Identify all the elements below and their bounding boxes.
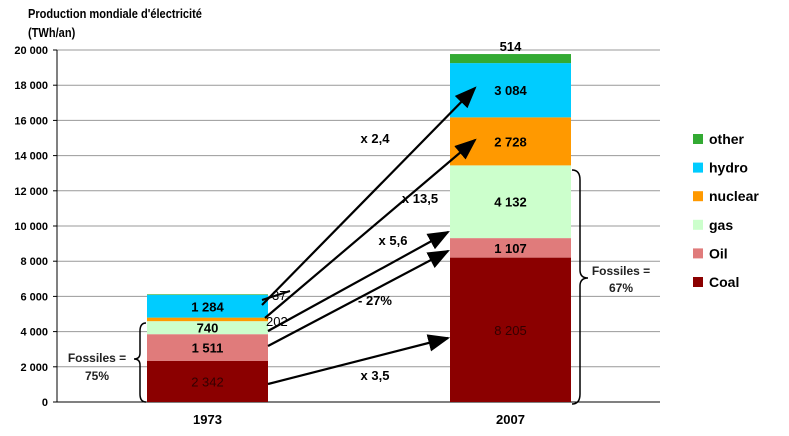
bar-segment-gas (147, 321, 268, 335)
y-tick-label: 2 000 (20, 362, 48, 374)
data-label: 8 205 (494, 323, 527, 338)
legend-label-coal: Coal (709, 274, 739, 290)
bar-segment-hydro (147, 295, 268, 318)
bar-segment-oil (147, 334, 268, 361)
x-tick-label: 2007 (496, 412, 525, 427)
y-axis-unit: (TWh/an) (28, 25, 76, 40)
bar-segment-other (147, 294, 268, 296)
y-tick-label: 6 000 (20, 291, 48, 303)
y-tick-label: 20 000 (14, 45, 48, 57)
y-tick-label: 18 000 (14, 80, 48, 92)
growth-label: x 3,5 (361, 368, 390, 383)
brace-2007 (571, 169, 589, 405)
legend-label-other: other (709, 131, 745, 147)
growth-arrow-nuclear (264, 138, 477, 319)
fossiles-1973-label: Fossiles = (68, 351, 126, 365)
data-label: 1 284 (191, 299, 224, 314)
data-label: 4 132 (494, 195, 527, 210)
bar-segment-oil (450, 238, 571, 258)
bar-segment-coal (450, 257, 571, 402)
bar-segment-gas (450, 165, 571, 239)
y-tick-label: 8 000 (20, 256, 48, 268)
legend-swatch-gas (693, 219, 703, 230)
growth-label: x 13,5 (402, 191, 438, 206)
growth-arrow-oil (267, 249, 450, 347)
growth-label: x 2,4 (361, 131, 391, 146)
growth-arrow-hydro (261, 86, 477, 306)
bar-segment-other (450, 54, 571, 64)
legend-label-gas: gas (709, 217, 733, 233)
data-label: 2 728 (494, 134, 527, 149)
y-tick-label: 14 000 (14, 151, 48, 163)
data-label: 1 107 (494, 241, 527, 256)
fossiles-2007-label: Fossiles = (592, 264, 650, 278)
growth-arrow-gas (267, 230, 450, 332)
y-tick-label: 12 000 (14, 186, 48, 198)
title-text: Production mondiale d'électricité (28, 6, 202, 21)
growth-label: x 5,6 (379, 233, 408, 248)
bar-segment-coal (147, 360, 268, 402)
legend-swatch-hydro (693, 162, 703, 173)
legend-swatch-nuclear (693, 191, 703, 202)
data-label: 202 (266, 314, 288, 329)
y-tick-label: 4 000 (20, 327, 48, 339)
legend-label-hydro: hydro (709, 160, 748, 176)
y-tick-label: 16 000 (14, 115, 48, 127)
y-tick-label: 0 (42, 397, 48, 409)
legend-swatch-other (693, 134, 703, 144)
growth-label: - 27% (358, 293, 392, 308)
chart-title: Production mondiale d'électricité (TWh/a… (28, 4, 202, 42)
fossiles-2007-value: 67% (609, 281, 633, 295)
legend-label-nuclear: nuclear (709, 188, 759, 204)
leader-line (261, 290, 291, 301)
growth-arrow-coal (267, 334, 451, 386)
legend-swatch-coal (693, 277, 703, 287)
y-tick-label: 10 000 (14, 221, 48, 233)
data-label: 514 (500, 39, 522, 54)
data-label: 2 342 (191, 374, 224, 389)
brace-1973 (133, 322, 147, 403)
legend-swatch-oil (693, 248, 703, 259)
data-label: 740 (197, 321, 219, 336)
data-label: 1 511 (192, 340, 224, 355)
bar-segment-nuclear (147, 317, 268, 322)
data-label: 3 084 (494, 83, 527, 98)
legend-label-oil: Oil (709, 245, 728, 261)
x-tick-label: 1973 (193, 412, 222, 427)
fossiles-1973-value: 75% (85, 369, 109, 383)
